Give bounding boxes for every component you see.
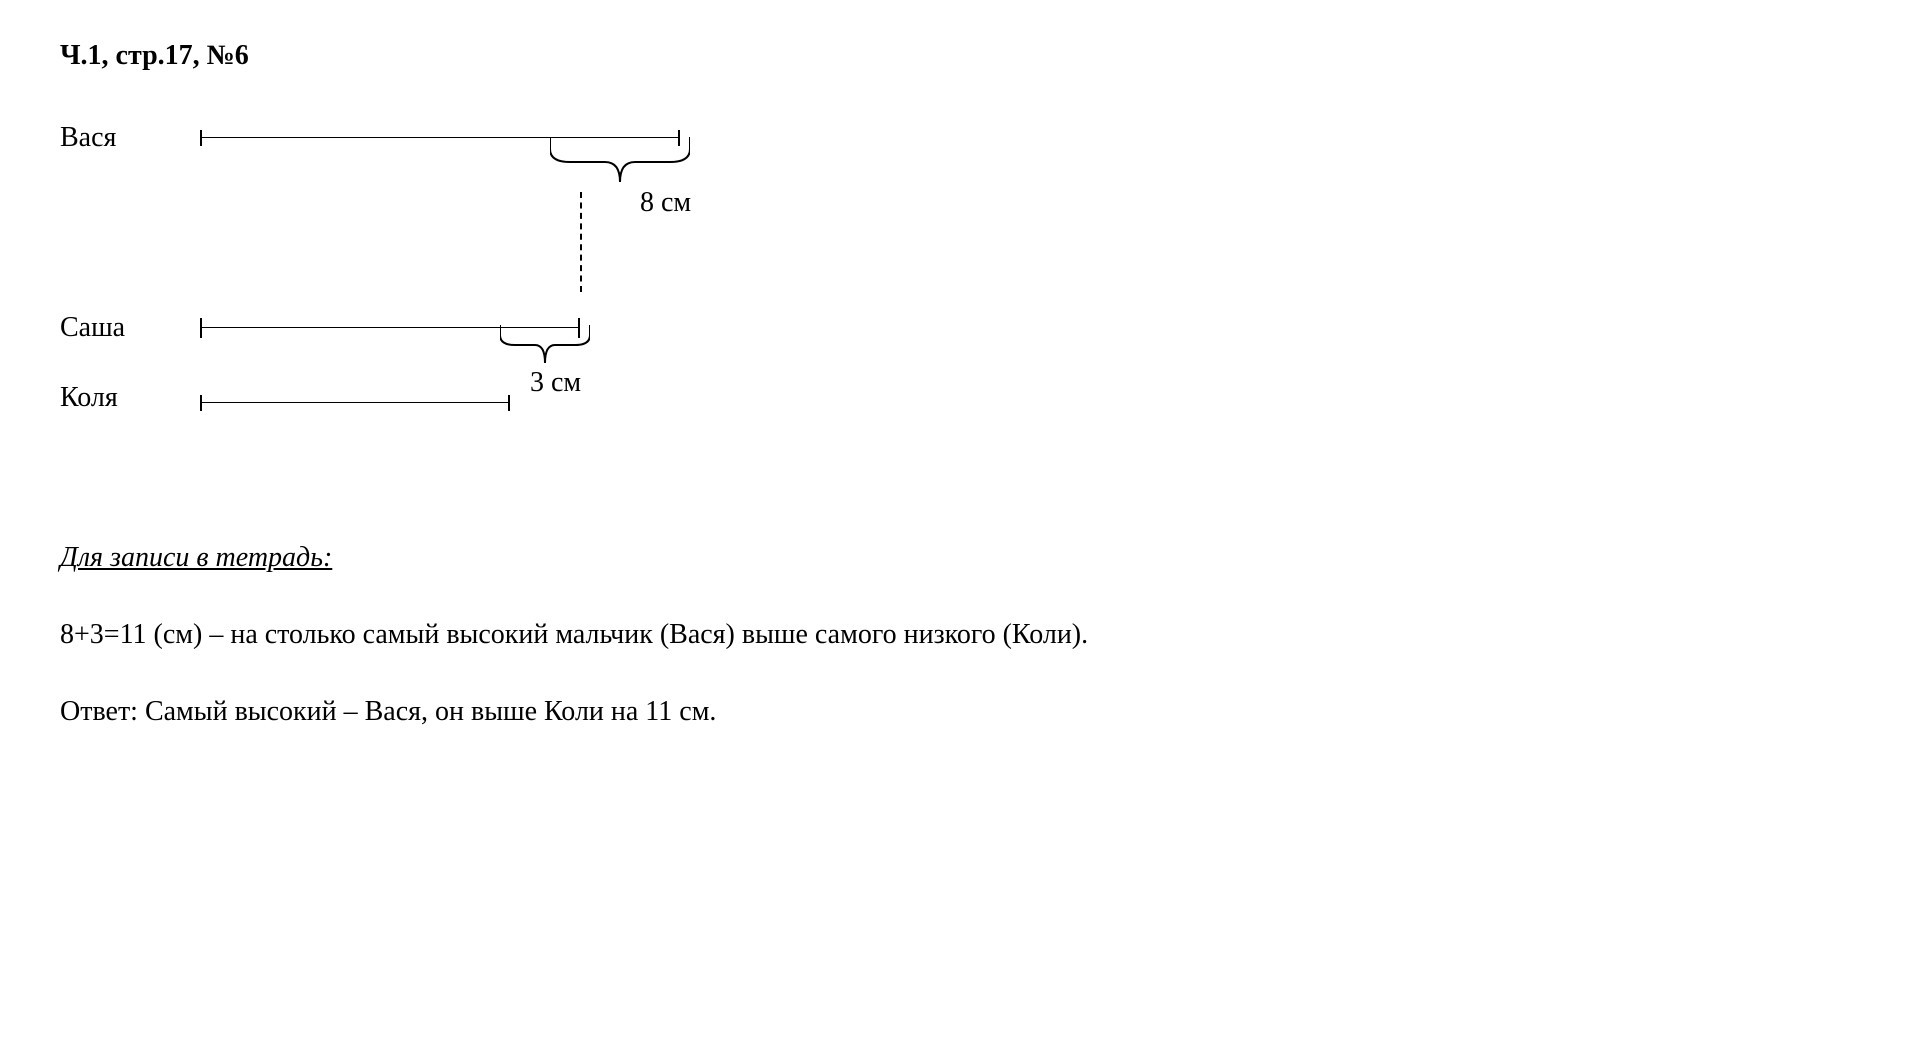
tick-left-vasya [200, 130, 202, 146]
tick-left-sasha [200, 318, 202, 338]
dashed-guide-line [580, 192, 582, 292]
name-label-vasya: Вася [60, 122, 180, 154]
measure-line-kolya [200, 402, 510, 403]
measure-label-3cm: 3 см [530, 367, 581, 399]
measure-label-8cm: 8 см [640, 187, 691, 219]
answer-text: Ответ: Самый высокий – Вася, он выше Кол… [60, 696, 1851, 728]
diagram-section: Вася 8 см Саша 3 см Коля [60, 122, 1851, 502]
notebook-heading: Для записи в тетрадь: [60, 542, 1851, 574]
diagram-row-sasha: Саша [60, 312, 180, 344]
name-label-sasha: Саша [60, 312, 180, 344]
name-label-kolya: Коля [60, 382, 180, 414]
tick-right-kolya [508, 395, 510, 411]
tick-left-kolya [200, 395, 202, 411]
diagram-row-kolya: Коля [60, 382, 180, 414]
calculation-text: 8+3=11 (см) – на столько самый высокий м… [60, 614, 1851, 656]
diagram-row-vasya: Вася [60, 122, 180, 154]
page-header: Ч.1, стр.17, №6 [60, 40, 1851, 72]
